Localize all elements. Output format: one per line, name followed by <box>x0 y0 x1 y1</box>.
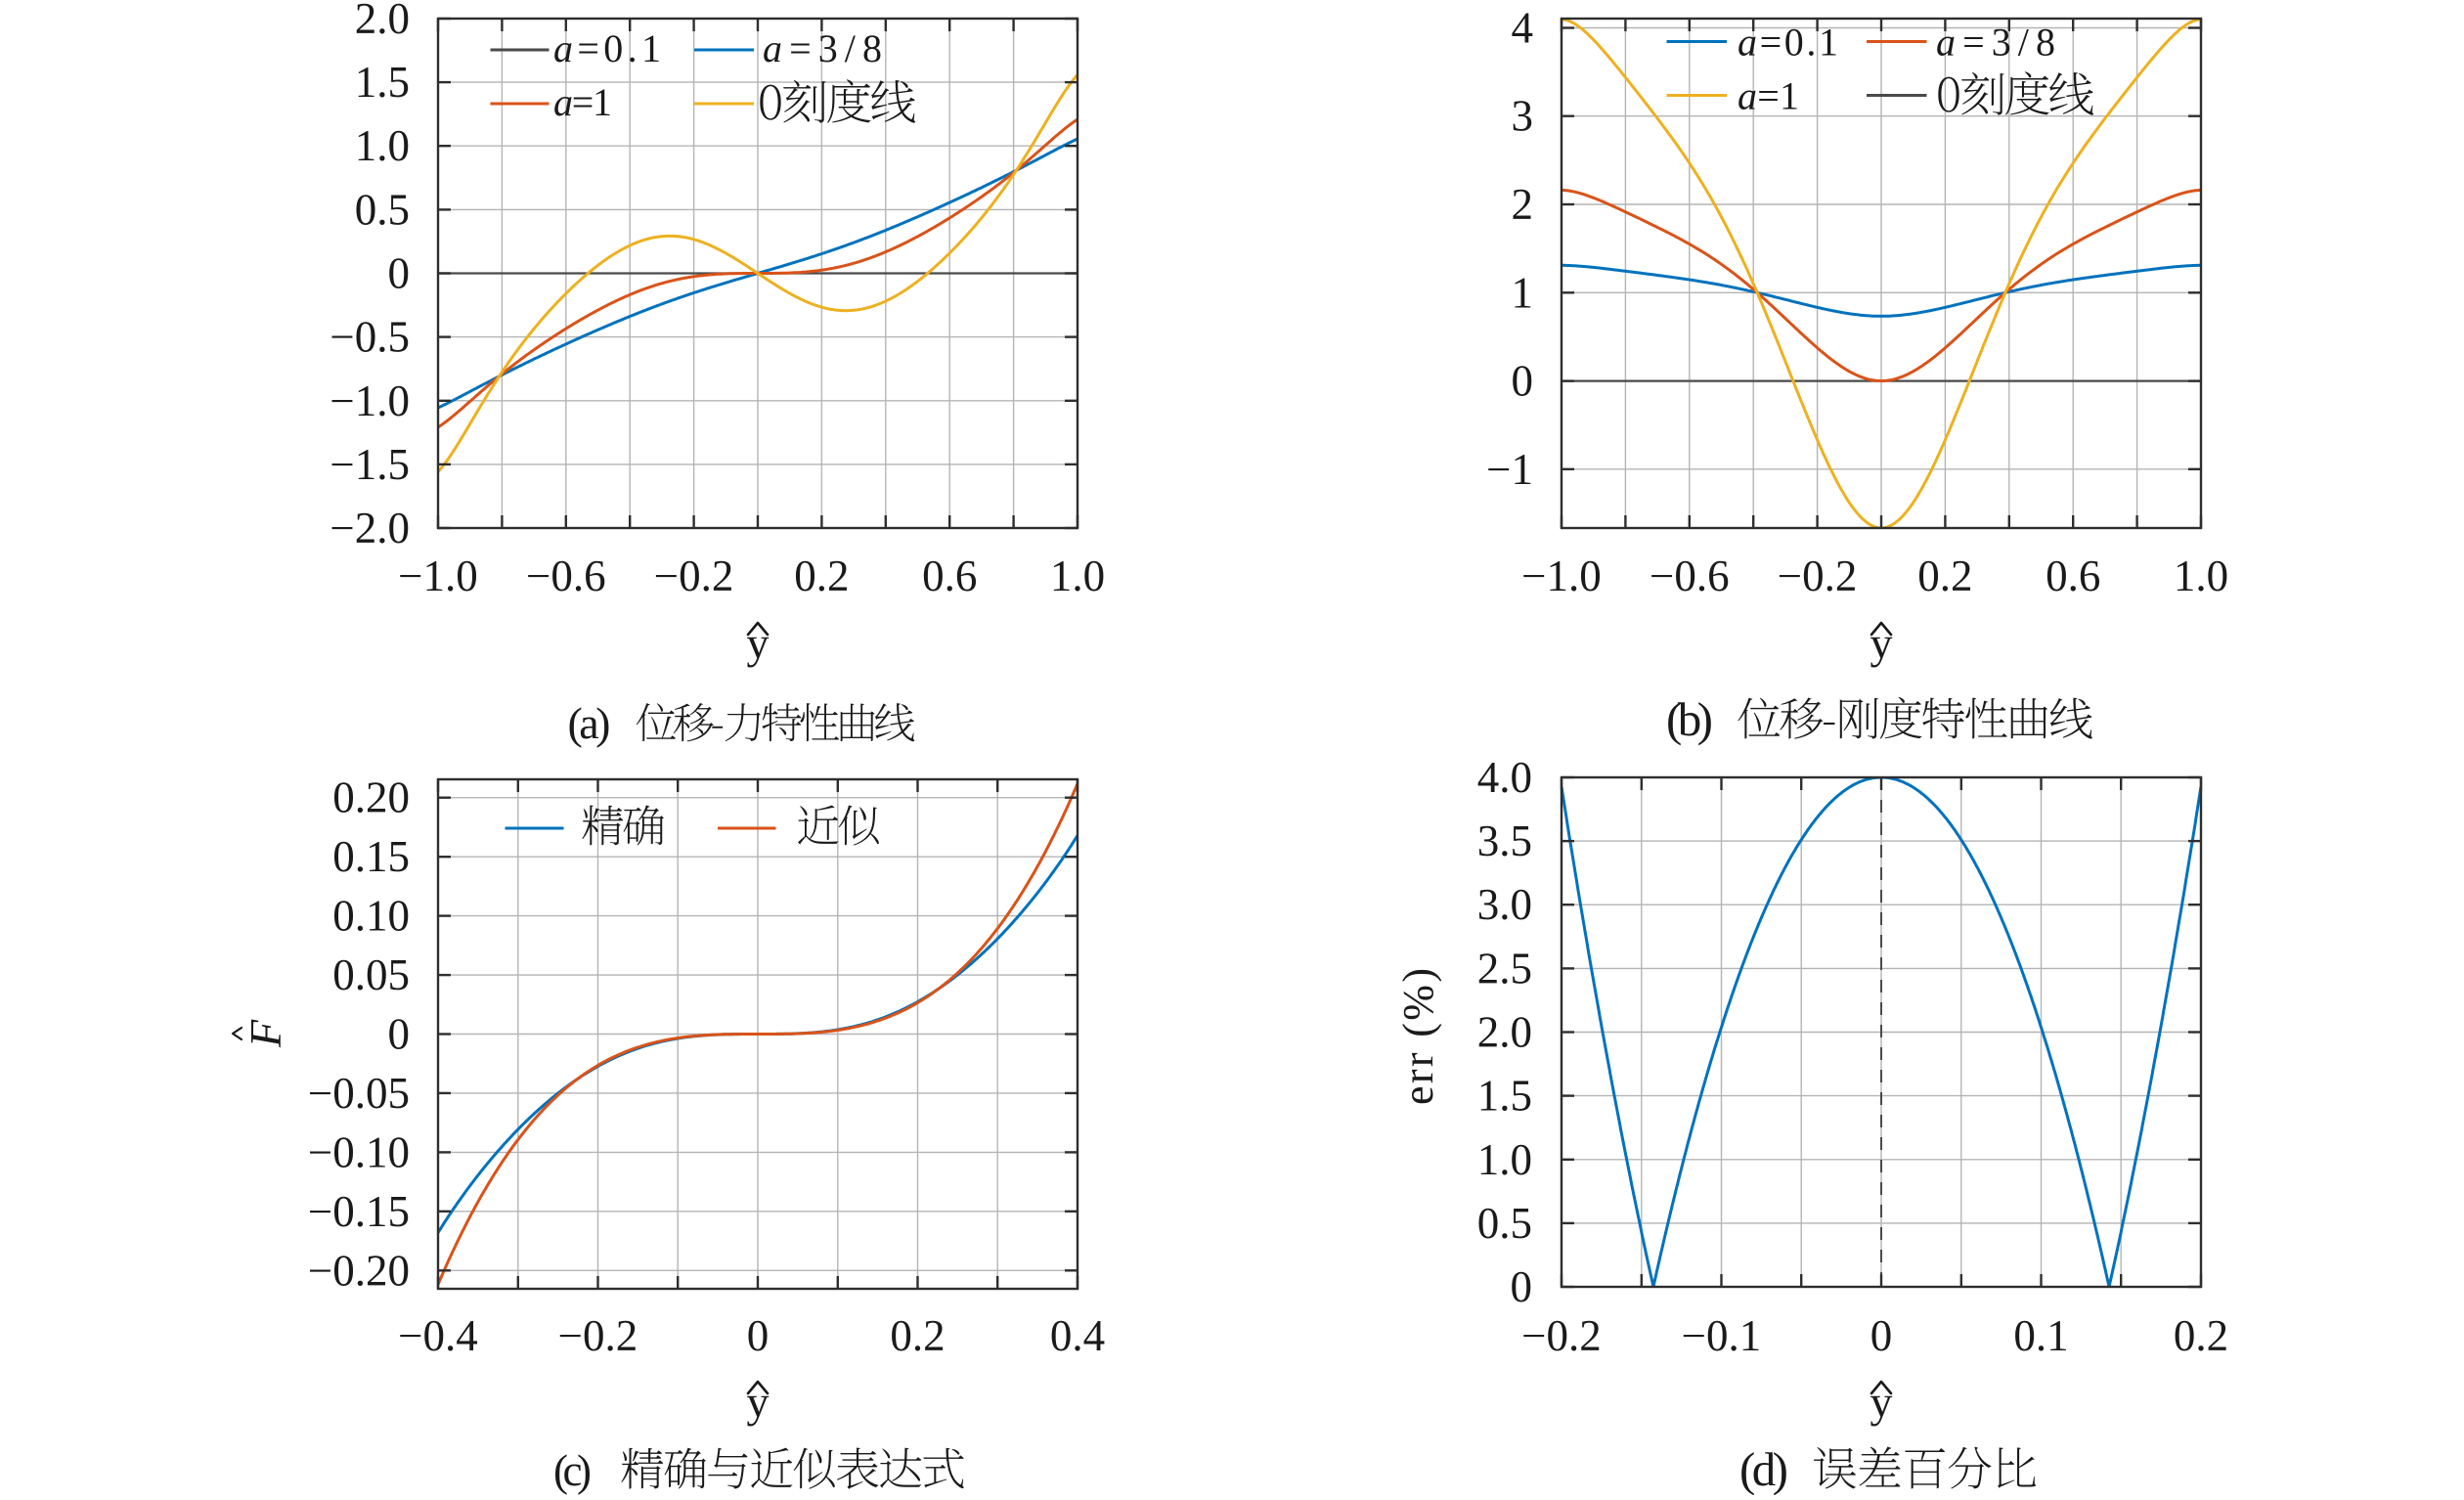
svg-text:0: 0 <box>1511 1262 1533 1311</box>
svg-text:0.6: 0.6 <box>2046 551 2100 600</box>
svg-text:a=0.1: a=0.1 <box>1738 21 1838 65</box>
svg-text:−0.4: −0.4 <box>398 1311 478 1360</box>
svg-text:F: F <box>241 1019 290 1048</box>
svg-text:−2.0: −2.0 <box>330 504 410 552</box>
svg-text:0: 0 <box>388 1010 411 1059</box>
svg-text:2.0: 2.0 <box>1477 1008 1532 1057</box>
svg-text:a=3/8: a =3/8 <box>1936 21 2055 65</box>
svg-text:a=0.1: a=0.1 <box>553 26 661 70</box>
svg-text:−0.05: −0.05 <box>308 1069 410 1118</box>
svg-text:0.2: 0.2 <box>890 1311 945 1360</box>
svg-text:0.2: 0.2 <box>2174 1311 2228 1360</box>
svg-text:4: 4 <box>1512 4 1534 53</box>
svg-text:−1.5: −1.5 <box>330 440 410 489</box>
svg-text:0.20: 0.20 <box>332 773 410 822</box>
svg-text:−0.6: −0.6 <box>526 551 606 600</box>
svg-text:−0.10: −0.10 <box>308 1127 410 1176</box>
svg-text:3: 3 <box>1512 92 1534 141</box>
svg-text:y: y <box>1870 618 1893 668</box>
svg-text:0: 0 <box>388 249 411 298</box>
svg-text:−0.20: −0.20 <box>308 1246 410 1295</box>
svg-text:2.5: 2.5 <box>1477 944 1532 993</box>
svg-text:−1.0: −1.0 <box>330 376 410 425</box>
svg-text:a=1: a=1 <box>553 80 612 124</box>
svg-text:1.5: 1.5 <box>1477 1072 1532 1121</box>
svg-text:0.2: 0.2 <box>794 551 849 600</box>
svg-text:1.5: 1.5 <box>355 58 410 107</box>
svg-text:−1: −1 <box>1486 445 1533 494</box>
svg-text:y: y <box>747 1377 770 1427</box>
svg-text:a=3/8: a =3/8 <box>763 26 882 70</box>
svg-text:−0.6: −0.6 <box>1650 551 1730 600</box>
svg-text:err (%): err (%) <box>1394 968 1442 1105</box>
svg-text:y: y <box>747 618 770 668</box>
svg-text:−0.2: −0.2 <box>1778 551 1858 600</box>
svg-text:(c): (c) <box>553 1446 592 1495</box>
svg-text:y: y <box>1870 1377 1893 1427</box>
svg-text:1.0: 1.0 <box>1050 551 1105 600</box>
svg-text:0: 0 <box>747 1311 770 1360</box>
svg-text:0.2: 0.2 <box>1917 551 1972 600</box>
svg-text:1.0: 1.0 <box>355 121 410 170</box>
svg-text:1.0: 1.0 <box>1477 1135 1532 1184</box>
svg-text:(b): (b) <box>1666 692 1713 746</box>
svg-text:0.1: 0.1 <box>2013 1311 2068 1360</box>
svg-text:−1.0: −1.0 <box>398 551 478 600</box>
svg-text:0: 0 <box>1512 357 1534 406</box>
svg-text:1.0: 1.0 <box>2174 551 2228 600</box>
svg-text:(a): (a) <box>568 698 611 748</box>
svg-text:0.6: 0.6 <box>922 551 977 600</box>
svg-text:0: 0 <box>1870 1311 1893 1360</box>
svg-text:0.5: 0.5 <box>355 185 410 234</box>
svg-text:−0.1: −0.1 <box>1682 1311 1762 1360</box>
svg-text:0.5: 0.5 <box>1477 1199 1532 1248</box>
svg-text:a=1: a=1 <box>1738 74 1799 118</box>
svg-text:(d): (d) <box>1739 1442 1788 1495</box>
svg-text:2: 2 <box>1512 180 1534 229</box>
svg-text:−0.2: −0.2 <box>1521 1311 1602 1360</box>
svg-text:4.0: 4.0 <box>1477 753 1532 802</box>
svg-text:−0.5: −0.5 <box>330 313 410 362</box>
svg-text:2.0: 2.0 <box>355 0 410 43</box>
svg-text:3.5: 3.5 <box>1477 816 1532 865</box>
svg-text:−0.2: −0.2 <box>654 551 734 600</box>
svg-text:−0.2: −0.2 <box>558 1311 638 1360</box>
svg-text:−0.15: −0.15 <box>308 1187 410 1236</box>
svg-text:0.4: 0.4 <box>1050 1311 1105 1360</box>
svg-text:0.10: 0.10 <box>332 892 410 941</box>
svg-text:0.05: 0.05 <box>332 950 410 999</box>
svg-text:3.0: 3.0 <box>1477 880 1532 929</box>
svg-text:0.15: 0.15 <box>332 832 410 881</box>
svg-text:−1.0: −1.0 <box>1521 551 1602 600</box>
svg-text:1: 1 <box>1512 268 1534 317</box>
